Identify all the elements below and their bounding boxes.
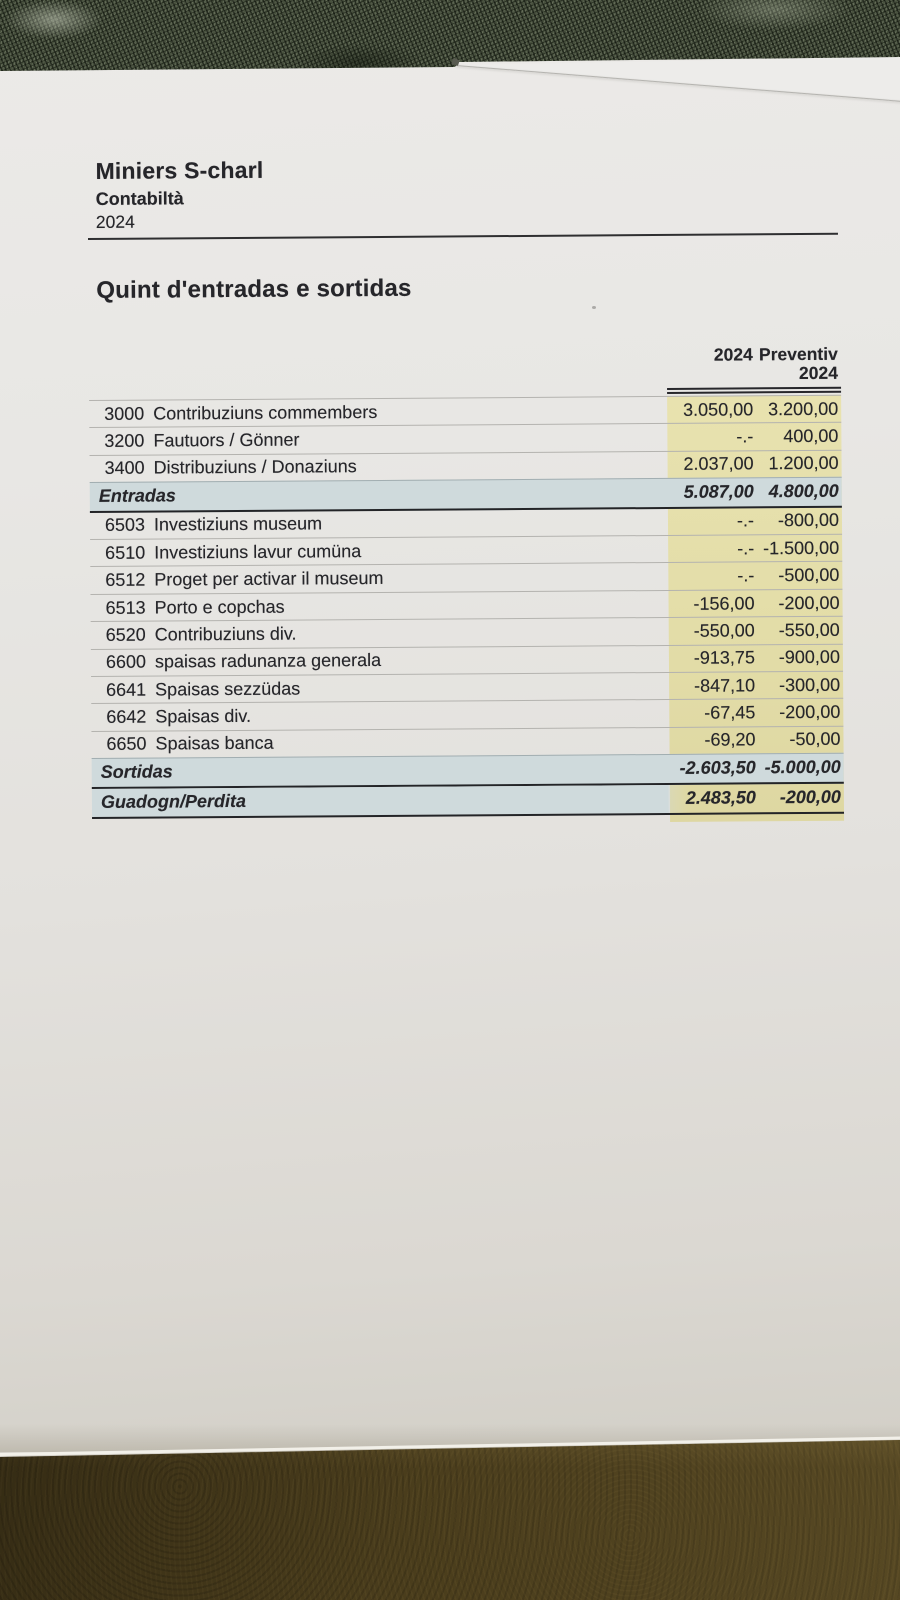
report-title: Quint d'entradas e sortidas [96, 274, 412, 304]
accounts-table: 2024 Preventiv 2024 3000 Contribuziuns c… [89, 344, 845, 822]
table-body: 3000 Contribuziuns commembers 3.050,00 3… [89, 394, 845, 822]
document-subtitle: Contabiltà [95, 188, 184, 209]
account-label: Fautuors / Gönner [153, 429, 300, 451]
actual-value: -847,10 [693, 675, 756, 696]
actual-value: -156,00 [693, 592, 755, 614]
budget-value: -1.500,00 [763, 537, 840, 559]
budget-value: -200,00 [778, 592, 840, 613]
budget-value: -300,00 [778, 674, 841, 695]
actual-value: -913,75 [693, 647, 756, 669]
header-rule [87, 232, 838, 240]
account-label: Spaisas banca [155, 733, 274, 755]
actual-value: -550,00 [693, 620, 755, 641]
budget-value: -800,00 [777, 510, 840, 531]
budget-value: -200,00 [779, 786, 841, 808]
paper-speck [592, 306, 596, 309]
account-number: 6642 [106, 706, 147, 727]
paper-sheet: Miniers S-charl Contabiltà 2024 Quint d'… [86, 0, 846, 900]
account-number: 6503 [104, 514, 146, 536]
account-label: Investiziuns lavur cumüna [154, 540, 362, 563]
total-row-guadogn-perdita: Guadogn/Perdita 2.483,50 -200,00 [91, 783, 845, 819]
account-label: Contribuziuns div. [154, 623, 297, 645]
budget-value: 400,00 [783, 425, 839, 447]
budget-value: -550,00 [778, 619, 840, 641]
actual-value: 3.050,00 [683, 399, 754, 420]
budget-value: 4.800,00 [768, 481, 839, 502]
account-number: 3400 [104, 458, 145, 479]
org-name: Miniers S-charl [95, 156, 264, 184]
account-number: 6510 [105, 542, 146, 563]
account-number: 6650 [106, 734, 147, 755]
column-header-budget-year: 2024 [798, 362, 839, 384]
account-label: spaisas radunanza generala [154, 650, 382, 672]
account-label: Proget per activar il museum [154, 568, 384, 590]
actual-value: 5.087,00 [683, 481, 754, 503]
total-label: Entradas [98, 485, 176, 507]
budget-value: -5.000,00 [764, 757, 841, 778]
account-number: 6641 [106, 679, 147, 700]
budget-value: 3.200,00 [768, 398, 839, 419]
actual-value: -2.603,50 [679, 757, 756, 779]
budget-value: 1.200,00 [768, 453, 839, 474]
header-double-rule [667, 386, 842, 394]
budget-value: -200,00 [779, 701, 841, 723]
actual-value: 2.483,50 [685, 787, 756, 809]
account-label: Porto e copchas [154, 596, 285, 618]
account-number: 6512 [105, 569, 146, 591]
total-label: Sortidas [100, 761, 173, 783]
account-number: 3200 [104, 430, 145, 451]
actual-value: -.- [737, 565, 755, 586]
account-label: Spaisas sezzüdas [155, 678, 301, 700]
total-label: Guadogn/Perdita [100, 791, 247, 813]
account-number: 6520 [105, 624, 146, 645]
actual-value: -.- [736, 510, 755, 531]
account-number: 3000 [104, 403, 145, 424]
column-header-actual: 2024 [713, 344, 753, 365]
actual-value: -.- [737, 538, 755, 559]
actual-value: -69,20 [704, 729, 756, 751]
leather-desk-pad [0, 1440, 900, 1600]
actual-value: -67,45 [704, 702, 756, 723]
account-label: Spaisas div. [155, 705, 252, 727]
account-number: 6600 [105, 651, 147, 673]
budget-value: -50,00 [789, 729, 841, 750]
account-label: Investiziuns museum [153, 513, 323, 535]
account-label: Contribuziuns commembers [153, 401, 378, 424]
actual-value: -.- [736, 426, 754, 447]
account-number: 6513 [105, 597, 146, 618]
document-year: 2024 [95, 211, 135, 232]
account-label: Distribuziuns / Donaziuns [153, 456, 357, 479]
table-header-line2: 2024 [89, 362, 841, 389]
actual-value: 2.037,00 [683, 453, 754, 475]
budget-value: -900,00 [778, 647, 840, 668]
budget-value: -500,00 [778, 564, 840, 586]
